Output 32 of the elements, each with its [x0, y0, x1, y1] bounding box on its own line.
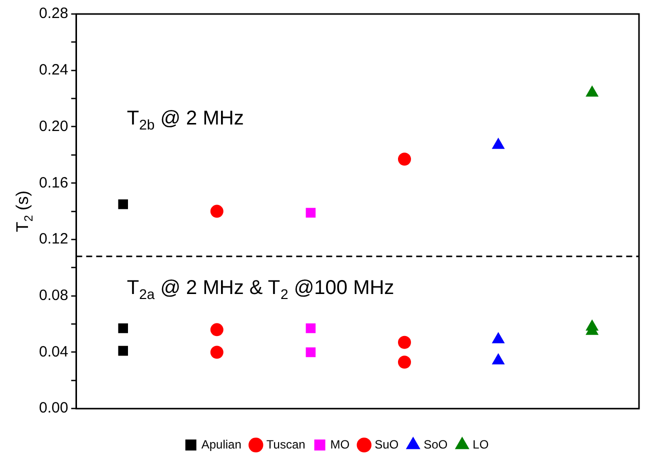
point — [118, 323, 128, 334]
y-tick-label: 0.24 — [38, 62, 68, 79]
y-tick-label: 0.16 — [38, 174, 68, 192]
point — [306, 347, 316, 358]
point — [398, 152, 411, 166]
legend-label: LO — [472, 437, 489, 452]
legend-label: MO — [330, 437, 350, 452]
y-tick-label: 0.04 — [38, 343, 68, 360]
y-tick-label: 0.28 — [38, 5, 68, 22]
point — [210, 346, 224, 359]
point — [306, 323, 316, 334]
y-tick-label: 0.12 — [38, 230, 68, 248]
point — [210, 323, 224, 336]
point — [492, 333, 504, 344]
point — [118, 199, 128, 210]
point — [398, 356, 411, 369]
y-tick-label: 0.00 — [38, 400, 68, 417]
point — [306, 208, 316, 218]
y-tick-label: 0.20 — [38, 118, 68, 135]
legend-label: SuO — [374, 437, 399, 452]
point — [118, 346, 128, 356]
y-axis-title: T2 (s) — [13, 190, 36, 232]
point — [492, 354, 504, 364]
point — [398, 336, 411, 349]
legend-label: SoO — [424, 437, 448, 452]
legend-label: Apulian — [201, 437, 242, 452]
point — [210, 204, 224, 218]
legend-label: Tuscan — [266, 437, 306, 452]
y-tick-label: 0.08 — [38, 287, 68, 304]
point — [586, 320, 598, 331]
point — [492, 138, 504, 149]
point — [586, 86, 598, 97]
